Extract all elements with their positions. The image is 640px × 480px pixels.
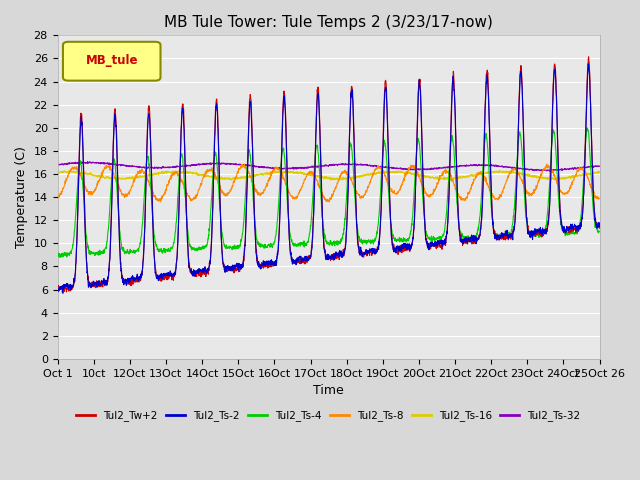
FancyBboxPatch shape bbox=[63, 42, 161, 81]
Text: MB_tule: MB_tule bbox=[86, 54, 138, 67]
Y-axis label: Temperature (C): Temperature (C) bbox=[15, 146, 28, 248]
X-axis label: Time: Time bbox=[313, 384, 344, 397]
Legend: Tul2_Tw+2, Tul2_Ts-2, Tul2_Ts-4, Tul2_Ts-8, Tul2_Ts-16, Tul2_Ts-32: Tul2_Tw+2, Tul2_Ts-2, Tul2_Ts-4, Tul2_Ts… bbox=[72, 406, 585, 425]
Title: MB Tule Tower: Tule Temps 2 (3/23/17-now): MB Tule Tower: Tule Temps 2 (3/23/17-now… bbox=[164, 15, 493, 30]
